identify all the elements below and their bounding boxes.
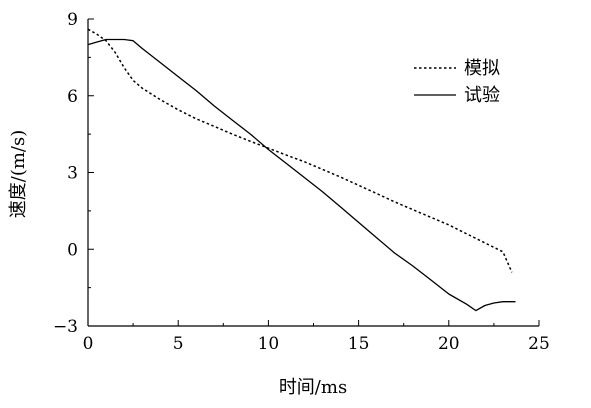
x-tick-label: 15 bbox=[348, 334, 370, 354]
x-tick-label: 0 bbox=[83, 334, 94, 354]
series-group bbox=[87, 28, 516, 312]
x-axis-title: 时间/ms bbox=[279, 377, 347, 398]
x-tick-label: 5 bbox=[173, 334, 184, 354]
y-tick-label: 9 bbox=[67, 10, 78, 30]
y-tick-label: 6 bbox=[67, 87, 78, 107]
y-axis-title: 速度/(m/s) bbox=[8, 130, 29, 218]
series-line-2 bbox=[87, 38, 516, 312]
legend-label-2: 试验 bbox=[464, 85, 500, 106]
x-tick-label: 25 bbox=[528, 334, 550, 354]
y-tick-label: 3 bbox=[67, 164, 78, 184]
legend-label-1: 模拟 bbox=[464, 58, 500, 79]
y-tick-label: −3 bbox=[53, 317, 78, 337]
y-tick-label: 0 bbox=[67, 240, 78, 260]
x-tick-label: 20 bbox=[438, 334, 460, 354]
x-tick-label: 10 bbox=[258, 334, 280, 354]
series-line-1 bbox=[87, 28, 513, 273]
